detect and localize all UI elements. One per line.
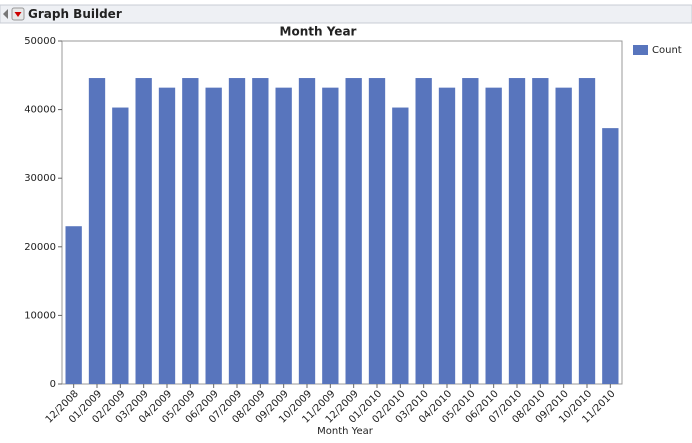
menu-arrow (14, 12, 22, 17)
plot-frame (61, 40, 623, 385)
bar (182, 78, 199, 384)
bar (275, 87, 292, 384)
header-bar (0, 4, 692, 24)
bar (555, 87, 572, 384)
bar (462, 78, 479, 384)
bar (368, 78, 386, 384)
bar (298, 78, 316, 384)
bar (158, 87, 176, 384)
bar (392, 107, 409, 385)
bar (508, 78, 526, 384)
bar (345, 78, 362, 384)
bar (322, 87, 339, 384)
bar (578, 78, 596, 384)
bar (65, 226, 82, 384)
bar (88, 78, 106, 384)
bar (602, 128, 619, 384)
bar (438, 87, 456, 384)
bar (112, 107, 129, 385)
chart-title: Month Year (280, 25, 357, 39)
bar (485, 87, 502, 384)
legend-label: Count (652, 45, 682, 56)
y-tick-label: 30000 (24, 173, 56, 184)
bar (532, 78, 549, 384)
header-title: Graph Builder (28, 7, 122, 21)
bar (415, 78, 432, 384)
x-axis-label: Month Year (317, 426, 374, 437)
bar (135, 78, 152, 384)
legend-swatch (633, 45, 648, 55)
bar (252, 78, 269, 384)
y-tick-label: 40000 (24, 105, 56, 116)
y-tick-label: 10000 (24, 310, 56, 321)
y-tick-label: 20000 (24, 242, 56, 253)
bar (228, 78, 246, 384)
y-tick-label: 0 (50, 379, 56, 390)
collapse-toggle[interactable] (3, 9, 8, 19)
bar (205, 87, 222, 384)
y-tick-label: 50000 (24, 36, 56, 47)
